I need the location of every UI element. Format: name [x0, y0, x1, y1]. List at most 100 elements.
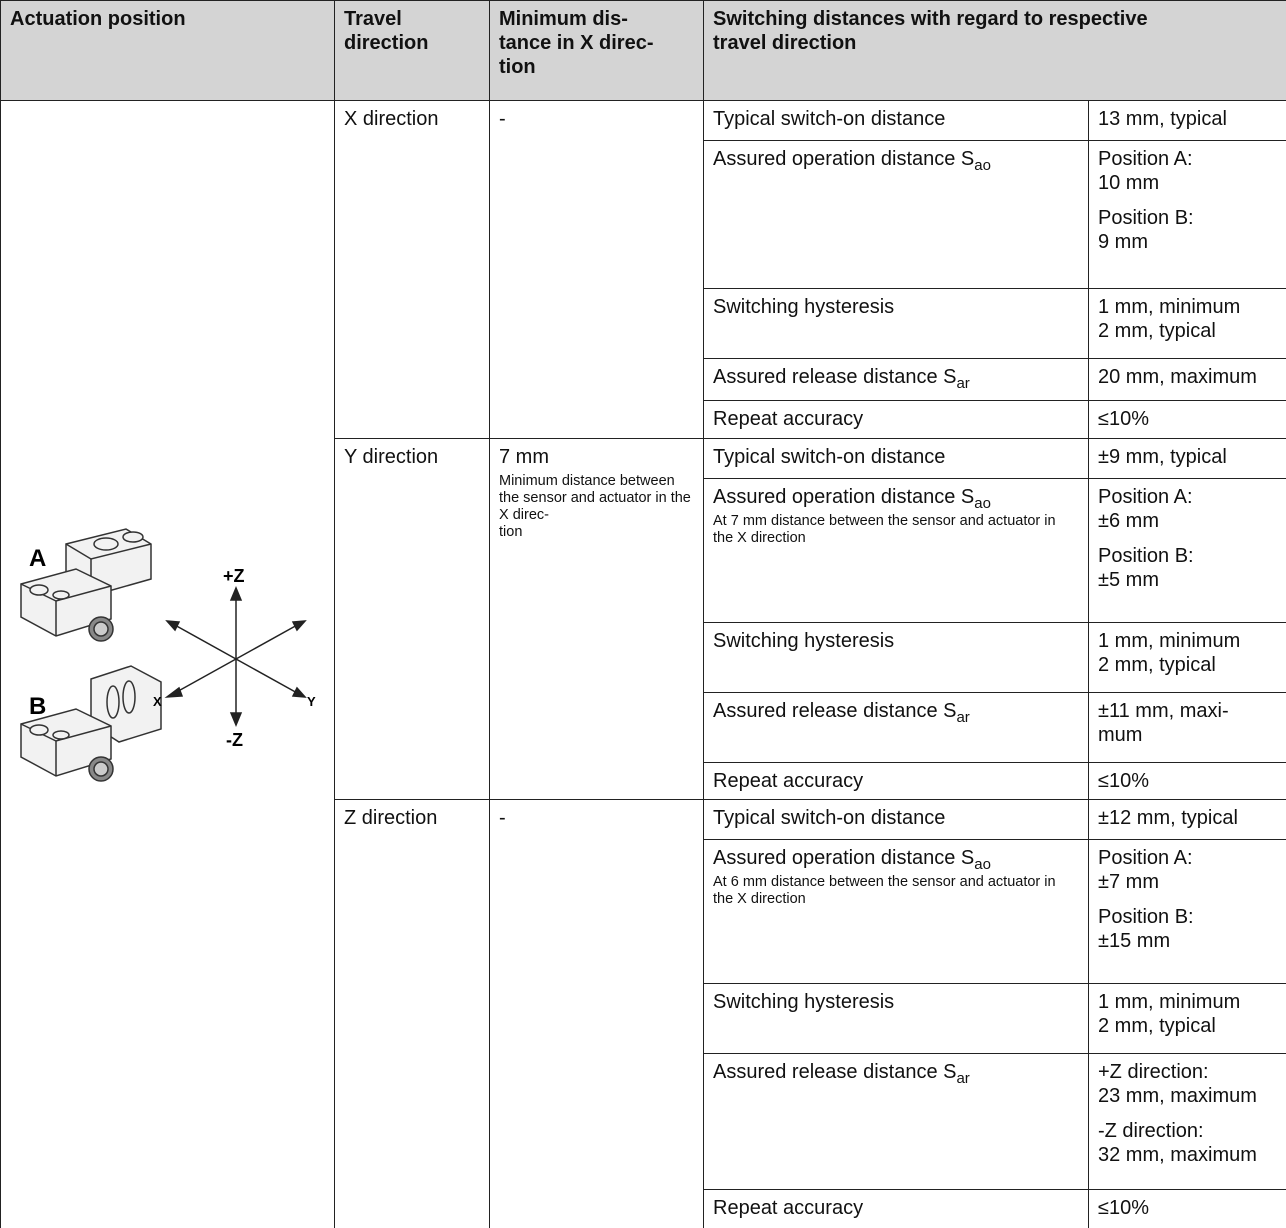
table-row: Repeat accuracy ≤10% [1, 1189, 1286, 1228]
min-distance-cell: - [489, 799, 704, 1228]
table-row: Assured release distance Sar ±11 mm, maxi… [1, 692, 1286, 763]
value-cell: ≤10% [1088, 762, 1286, 800]
parameter: Assured operation distance S [713, 486, 975, 508]
axis-label: Y [307, 694, 316, 709]
value-cell: 1 mm, minimum 2 mm, typical [1088, 622, 1286, 693]
direction-cell: X direction [334, 100, 490, 439]
parameter-cell: Typical switch-on distance [703, 438, 1089, 479]
value: ≤10% [1098, 408, 1150, 430]
parameter-subscript: ar [956, 709, 970, 726]
table-body: A B +Z -Z X Y X direction - Typical switch… [0, 100, 1286, 1228]
parameter: Typical switch-on distance [713, 446, 946, 468]
value: 20 mm, maximum [1098, 366, 1257, 388]
illustration-cell: A B +Z -Z X Y [0, 100, 335, 1228]
value: +Z direction: 23 mm, maximum [1098, 1061, 1257, 1107]
min-distance: 7 mm [499, 446, 549, 468]
parameter-line: Assured release distance Sar [713, 1060, 1079, 1086]
parameter-cell: Repeat accuracy [703, 400, 1089, 439]
value: 1 mm, minimum 2 mm, typical [1098, 630, 1241, 676]
value: -Z direction: 32 mm, maximum [1098, 1120, 1257, 1166]
axis-label: X [153, 694, 162, 709]
value-cell: 20 mm, maximum [1088, 358, 1286, 401]
parameter-line: Repeat accuracy [713, 769, 1079, 793]
table-row: Assured operation distance Sao Position A… [1, 140, 1286, 289]
parameter-cell: Typical switch-on distance [703, 100, 1089, 141]
parameter-cell: Typical switch-on distance [703, 799, 1089, 840]
table-row: Z direction - Typical switch-on distance ±1… [1, 799, 1286, 1228]
parameter: Switching hysteresis [713, 991, 895, 1013]
parameter-line: Switching hysteresis [713, 629, 1079, 653]
table-row: Assured release distance Sar 20 mm, maxim… [1, 358, 1286, 401]
parameter: Assured release distance S [713, 1061, 957, 1083]
value-cell: Position A: 10 mm Position B: 9 mm [1088, 140, 1286, 289]
min-distance-note: Minimum distance between the sensor and … [499, 473, 691, 540]
parameter-line: Switching hysteresis [713, 990, 1079, 1014]
parameter-note: At 6 mm distance between the sensor and … [713, 874, 1056, 907]
value: Position A: 10 mm [1098, 148, 1193, 194]
parameter-line: Typical switch-on distance [713, 445, 1079, 469]
parameter-cell: Assured operation distance Sao At 6 mm di… [703, 839, 1089, 984]
value: Position B: 9 mm [1098, 207, 1194, 253]
value: ±9 mm, typical [1098, 446, 1227, 468]
table-row: Y direction 7 mm Minimum distance between … [1, 438, 1286, 800]
value-cell: Position A: ±7 mm Position B: ±15 mm [1088, 839, 1286, 984]
parameter: Typical switch-on distance [713, 807, 946, 829]
parameter-line: Assured operation distance Sao [713, 147, 1079, 174]
header-cell: Switching distances with regard to respe… [703, 0, 1286, 101]
parameter-cell: Switching hysteresis [703, 622, 1089, 693]
value-cell: 13 mm, typical [1088, 100, 1286, 141]
value: ≤10% [1098, 770, 1150, 792]
value: ±12 mm, typical [1098, 807, 1238, 829]
value-cell: ≤10% [1088, 1189, 1286, 1228]
table-row: Repeat accuracy ≤10% [1, 400, 1286, 439]
parameter: Switching hysteresis [713, 296, 895, 318]
value: 1 mm, minimum 2 mm, typical [1098, 296, 1241, 342]
parameter-cell: Assured operation distance Sao [703, 140, 1089, 289]
value: ±11 mm, maxi- mum [1098, 700, 1229, 746]
value-cell: ±12 mm, typical [1088, 799, 1286, 840]
header-cell: Travel direction [334, 0, 490, 101]
parameter-subscript: ao [974, 495, 991, 512]
value: Position B: ±5 mm [1098, 545, 1194, 591]
table-row: Assured operation distance Sao At 6 mm di… [1, 839, 1286, 984]
label-b: B [29, 693, 46, 720]
axis-label: -Z [226, 730, 243, 750]
min-distance-cell: 7 mm Minimum distance between the sensor … [489, 438, 704, 800]
value: Position B: ±15 mm [1098, 906, 1194, 952]
value: Position A: ±7 mm [1098, 847, 1193, 893]
header-row: Actuation position Travel direction Mini… [0, 0, 1286, 101]
parameter: Switching hysteresis [713, 630, 895, 652]
table-row: Repeat accuracy ≤10% [1, 762, 1286, 800]
parameter-cell: Assured release distance Sar [703, 692, 1089, 763]
parameter-line: Typical switch-on distance [713, 107, 1079, 131]
value: 1 mm, minimum 2 mm, typical [1098, 991, 1241, 1037]
parameter-cell: Assured operation distance Sao At 7 mm di… [703, 478, 1089, 623]
parameter: Repeat accuracy [713, 1197, 864, 1219]
parameter-subscript: ao [974, 856, 991, 873]
parameter-subscript: ao [974, 157, 991, 174]
min-distance: - [499, 807, 506, 829]
parameter: Assured operation distance S [713, 847, 975, 869]
parameter-cell: Repeat accuracy [703, 762, 1089, 800]
header-cell: Actuation position [0, 0, 335, 101]
parameter-line: Repeat accuracy [713, 407, 1079, 431]
parameter: Repeat accuracy [713, 408, 864, 430]
actuation-illustration: A B +Z -Z X Y [20, 528, 316, 782]
parameter-note: At 7 mm distance between the sensor and … [713, 513, 1056, 546]
axis-label: +Z [223, 566, 245, 586]
direction-cell: Z direction [334, 799, 490, 1228]
parameter-subscript: ar [956, 375, 970, 392]
parameter-cell: Switching hysteresis [703, 288, 1089, 359]
parameter-line: Assured release distance Sar [713, 699, 1079, 726]
value-cell: 1 mm, minimum 2 mm, typical [1088, 983, 1286, 1054]
value: ≤10% [1098, 1197, 1150, 1219]
min-distance: - [499, 108, 506, 130]
parameter-line: Assured operation distance Sao [713, 485, 1079, 512]
parameter-line: Repeat accuracy [713, 1196, 1079, 1220]
direction-cell: Y direction [334, 438, 490, 800]
parameter: Typical switch-on distance [713, 108, 946, 130]
value-cell: ±11 mm, maxi- mum [1088, 692, 1286, 763]
parameter-cell: Assured release distance Sar [703, 358, 1089, 401]
